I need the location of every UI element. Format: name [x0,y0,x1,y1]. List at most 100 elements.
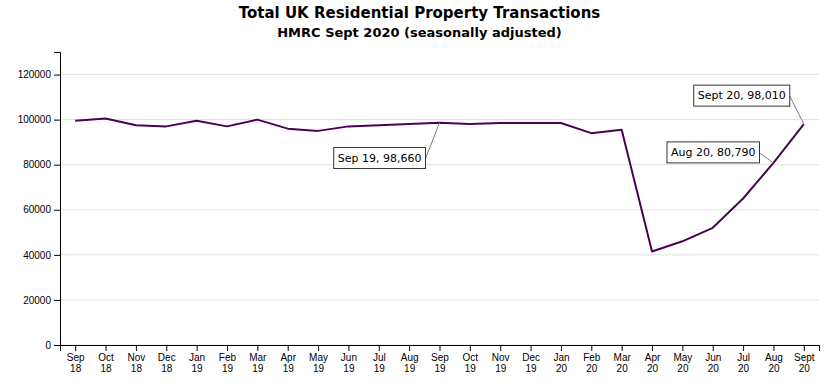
x-tick-label-line: 20 [799,363,811,374]
x-tick: Jan20 [553,345,569,374]
x-tick: Apr20 [645,345,661,374]
x-tick-label-line: 18 [131,363,143,374]
annotation: Sept 20, 98,010 [694,85,804,124]
x-tick-label-line: 20 [556,363,568,374]
x-tick: Sept20 [794,345,815,374]
x-tick-label: Oct19 [463,352,479,374]
x-tick-label-line: 19 [192,363,204,374]
x-tick-label-line: Oct [463,352,479,363]
y-tick-mark [54,210,60,211]
x-tick-mark [257,345,258,351]
x-tick-label: Apr20 [645,352,661,374]
y-tick-label: 20000 [23,295,51,306]
x-tick-label: Jul20 [737,352,750,374]
x-tick-label-line: 18 [70,363,82,374]
x-tick: May20 [673,345,692,374]
x-tick-mark [500,345,501,351]
y-tick-label: 120000 [18,69,52,80]
x-tick-label-line: 19 [465,363,477,374]
line [75,118,804,251]
x-tick-label: Sept20 [794,352,815,374]
y-tick-mark [54,75,60,76]
x-tick-label: Jan20 [553,352,569,374]
y-tick-label: 60000 [23,204,51,215]
annotation-connector [790,96,804,124]
x-tick-label-line: Dec [522,352,540,363]
x-tick-mark [197,345,198,351]
x-tick-label: Apr19 [280,352,296,374]
y-tick: 20000 [23,295,60,306]
y-tick-mark [54,165,60,166]
y-axis: 020000400006000080000100000120000 [18,53,61,351]
x-tick-label-line: Aug [765,352,783,363]
x-tick-mark [531,345,532,351]
annotation-connector [759,153,773,163]
x-tick-label-line: 19 [434,363,446,374]
x-tick-label: Dec19 [522,352,540,374]
grid [60,75,819,345]
x-tick: Jul19 [373,345,386,374]
y-tick: 80000 [23,159,60,170]
y-axis-line [54,53,61,346]
grid-line [60,119,819,120]
x-tick-label: Jun19 [341,352,357,374]
x-tick-mark [743,345,744,351]
y-tick-label: 80000 [23,159,51,170]
annotation: Aug 20, 80,790 [667,142,773,163]
x-tick-label-line: Sept [794,352,815,363]
x-tick: Jun20 [705,345,721,374]
x-tick-label-line: Jun [341,352,357,363]
x-axis-line [61,346,820,352]
y-tick-label: 100000 [18,114,52,125]
x-tick-label: Feb19 [219,352,237,374]
x-tick-label: Jan19 [189,352,205,374]
x-tick-mark [440,345,441,351]
x-tick-label: Nov19 [492,352,510,374]
x-tick-mark [106,345,107,351]
x-tick: Mar19 [249,345,267,374]
x-tick: Apr19 [280,345,296,374]
x-tick-label-line: 19 [404,363,416,374]
x-tick-label-line: 20 [708,363,720,374]
plot-area [75,118,804,251]
x-tick: May19 [309,345,328,374]
x-tick-label-line: 19 [495,363,507,374]
y-tick: 120000 [18,69,60,80]
x-tick-mark [227,345,228,351]
x-tick-label-line: 19 [526,363,538,374]
x-tick-label-line: Mar [249,352,267,363]
x-tick-label-line: Apr [280,352,296,363]
x-tick-mark [348,345,349,351]
x-tick: Nov19 [492,345,510,374]
x-tick-label-line: Apr [645,352,661,363]
x-tick-label: Sep18 [67,352,85,374]
x-tick-label: Dec18 [158,352,176,374]
x-tick-label-line: May [309,352,328,363]
x-tick-mark [713,345,714,351]
x-tick: Jun19 [341,345,357,374]
grid-line [60,254,819,255]
x-tick-mark [75,345,76,351]
x-tick: Mar20 [614,345,632,374]
x-tick-label: Oct18 [98,352,114,374]
y-tick-mark [54,255,60,256]
x-tick-mark [561,345,562,351]
grid-line [60,209,819,210]
y-tick-mark [54,300,60,301]
x-tick: Aug20 [765,345,783,374]
annotation-box [667,142,759,163]
y-tick-label: 0 [45,340,51,351]
annotation-label: Sept 20, 98,010 [698,89,786,102]
x-tick-label-line: 18 [100,363,112,374]
x-tick-label-line: Aug [401,352,419,363]
grid-line [60,74,819,75]
y-tick-mark [54,120,60,121]
x-tick-label-line: Jun [705,352,721,363]
x-tick-mark [318,345,319,351]
x-tick: Sep18 [67,345,85,374]
x-tick: Feb20 [583,345,601,374]
x-tick-mark [773,345,774,351]
x-tick-label: Feb20 [583,352,601,374]
x-tick-label: Mar19 [249,352,267,374]
x-tick-label-line: Nov [492,352,510,363]
